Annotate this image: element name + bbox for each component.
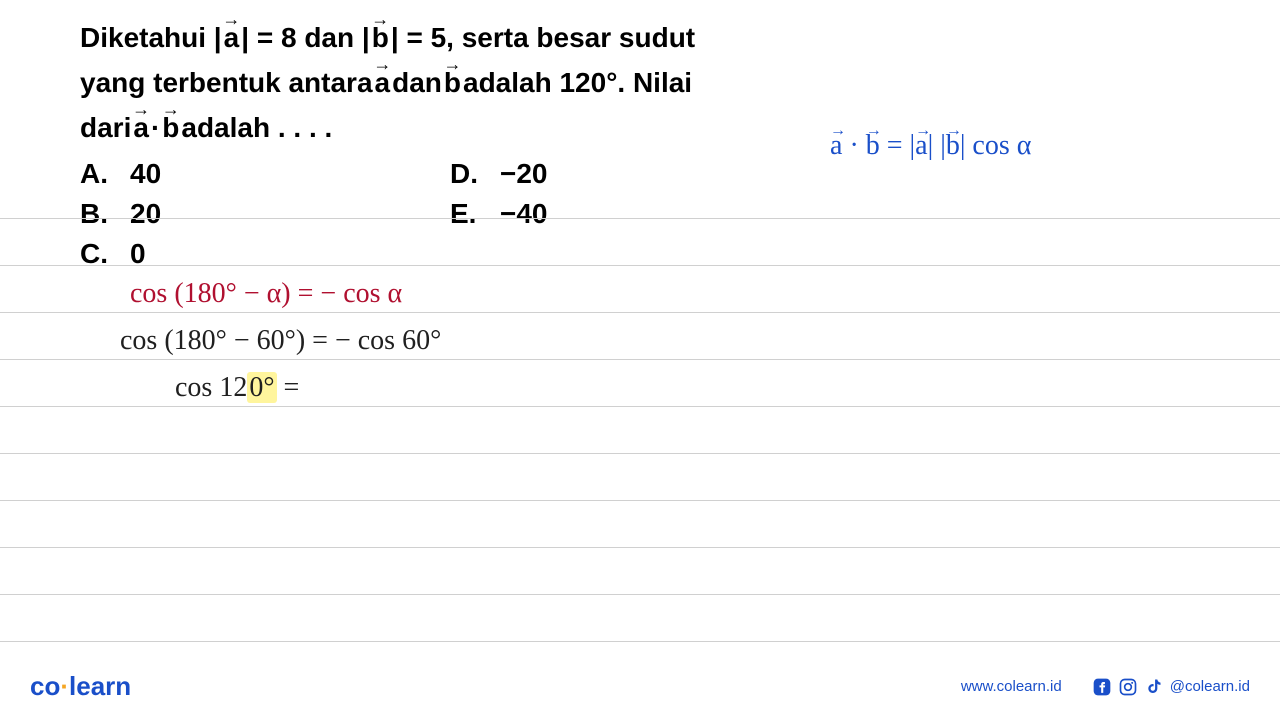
ruled-line	[0, 595, 1280, 642]
ruled-line	[0, 219, 1280, 266]
ruled-line	[0, 172, 1280, 219]
formula-annotation: →a · →b = |→a| |→b| cos α	[830, 130, 1250, 162]
ruled-line: cos 120° =	[0, 360, 1280, 407]
logo-learn: learn	[69, 671, 131, 701]
question-line-1: Diketahui | →a | = 8 dan | →b | = 5, ser…	[80, 16, 1200, 61]
facebook-icon	[1092, 677, 1112, 697]
q1-mid: | = 8 dan |	[241, 16, 370, 61]
q2-mid: dan	[392, 61, 442, 106]
arrow-icon: →	[373, 55, 391, 73]
arrow-icon: →	[162, 100, 180, 118]
logo-co: co	[30, 671, 60, 701]
q1-pre: Diketahui |	[80, 16, 222, 61]
q3-mid: ·	[151, 106, 160, 151]
q3-pre: dari	[80, 106, 131, 151]
arrow-icon: →	[915, 122, 931, 140]
arrow-icon: →	[830, 122, 846, 140]
q2-pre: yang terbentuk antara	[80, 61, 373, 106]
ruled-line: cos (180° − 60°) = − cos 60°	[0, 313, 1280, 360]
vec-a-2: →a	[375, 61, 391, 106]
vec-a-formula: →a	[830, 130, 842, 162]
vec-a-mag: →a	[915, 130, 927, 162]
tiktok-icon	[1144, 677, 1164, 697]
hw3-pre: cos 12	[175, 372, 247, 403]
arrow-icon: →	[946, 122, 962, 140]
formula-text: →a · →b = |→a| |→b| cos α	[830, 130, 1250, 162]
q3-post: adalah . . . .	[181, 106, 332, 151]
footer-right: www.colearn.id @colearn.id	[961, 677, 1250, 697]
ruled-line	[0, 454, 1280, 501]
vec-a-3: →a	[133, 106, 149, 151]
handwriting-black-2: cos 120° =	[175, 372, 299, 404]
hw3-post: =	[277, 372, 300, 403]
arrow-icon: →	[371, 10, 389, 28]
social-handle: @colearn.id	[1170, 678, 1250, 695]
ruled-line	[0, 501, 1280, 548]
logo: co·learn	[30, 671, 131, 702]
website-url: www.colearn.id	[961, 678, 1062, 695]
notebook-lines: cos (180° − α) = − cos α cos (180° − 60°…	[0, 172, 1280, 642]
vec-b-formula: →b	[866, 130, 880, 162]
handwriting-black-1: cos (180° − 60°) = − cos 60°	[120, 325, 441, 357]
ruled-line	[0, 407, 1280, 454]
question-line-2: yang terbentuk antara →a dan →b adalah 1…	[80, 61, 1200, 106]
ruled-line: cos (180° − α) = − cos α	[0, 266, 1280, 313]
footer: co·learn www.colearn.id @colearn.id	[0, 671, 1280, 702]
arrow-icon: →	[866, 122, 882, 140]
arrow-icon: →	[132, 100, 150, 118]
q1-post: | = 5, serta besar sudut	[391, 16, 695, 61]
ruled-line	[0, 548, 1280, 595]
vec-a-1: →a	[224, 16, 240, 61]
vec-b-mag: →b	[946, 130, 960, 162]
arrow-icon: →	[222, 10, 240, 28]
highlight: 0°	[247, 372, 276, 403]
vec-b-3: →b	[162, 106, 179, 151]
instagram-icon	[1118, 677, 1138, 697]
q2-post: adalah 120°. Nilai	[463, 61, 692, 106]
social-links: @colearn.id	[1092, 677, 1250, 697]
handwriting-red: cos (180° − α) = − cos α	[130, 278, 402, 310]
logo-dot: ·	[60, 671, 69, 701]
vec-b-2: →b	[444, 61, 461, 106]
arrow-icon: →	[443, 55, 461, 73]
